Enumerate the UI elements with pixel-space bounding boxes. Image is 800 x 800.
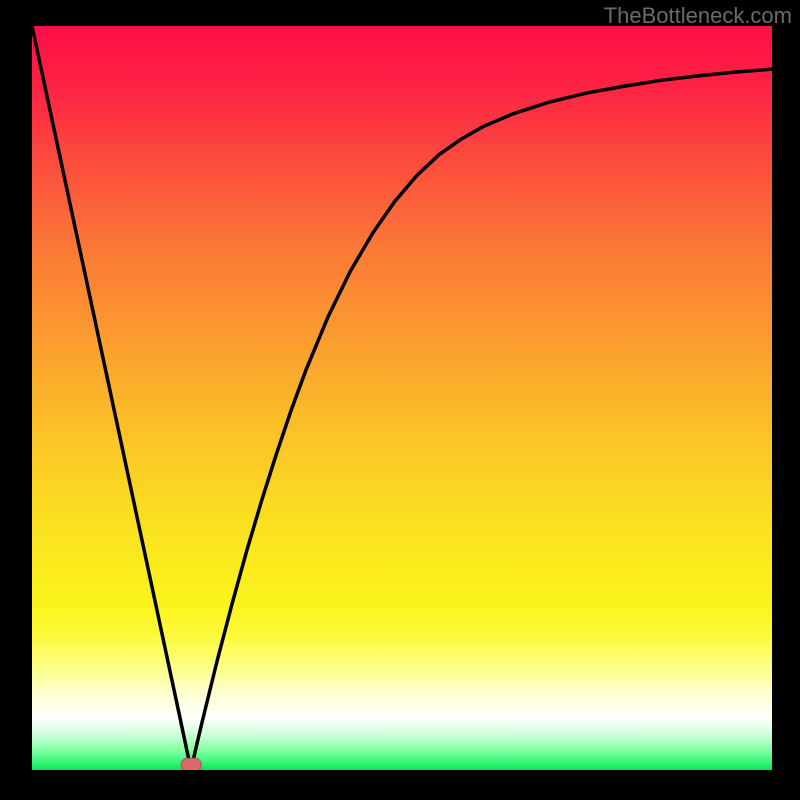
plot-area <box>32 26 772 770</box>
gradient-background <box>32 26 772 770</box>
optimum-marker <box>181 758 201 770</box>
chart-container: TheBottleneck.com <box>0 0 800 800</box>
